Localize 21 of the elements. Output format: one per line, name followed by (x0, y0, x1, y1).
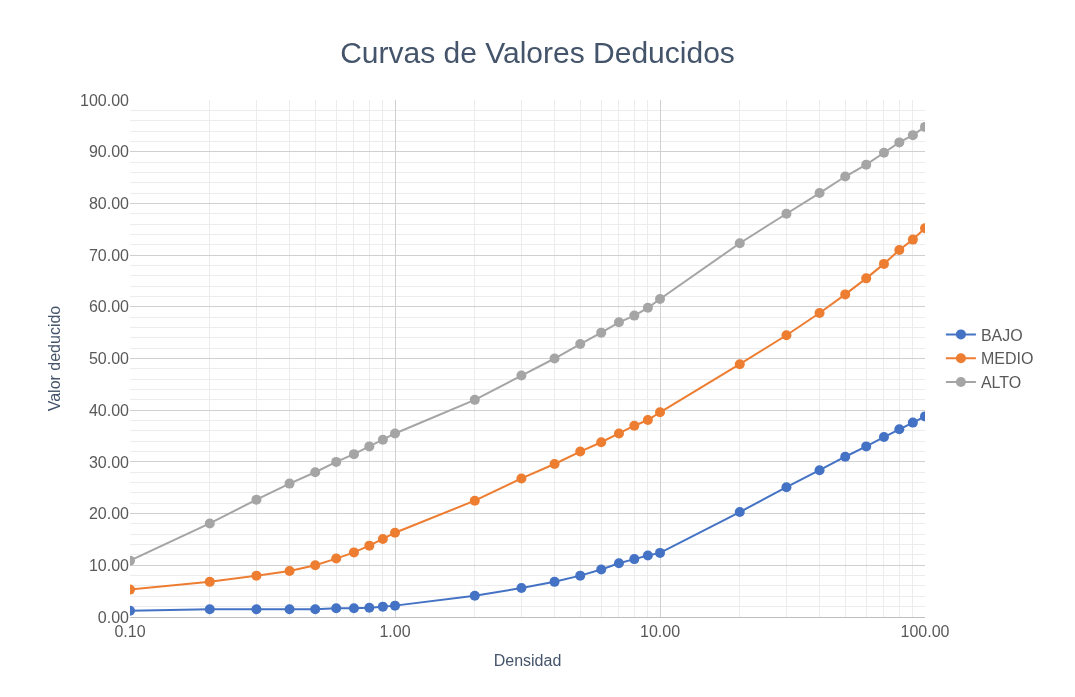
x-tick-label: 1.00 (379, 623, 411, 641)
legend-label: MEDIO (980, 350, 1034, 368)
y-tick-label: 70.00 (88, 246, 130, 264)
legend-label: BAJO (980, 326, 1023, 344)
legend-label: ALTO (980, 374, 1022, 392)
y-tick-label: 60.00 (88, 298, 130, 316)
x-axis-title: Densidad (493, 651, 562, 669)
y-tick-label: 30.00 (88, 453, 130, 471)
x-tick-label: 10.00 (639, 623, 681, 641)
y-axis-title: Valor deducido (45, 305, 63, 412)
y-tick-label: 0.00 (97, 608, 130, 626)
x-tick-label: 100.00 (900, 623, 950, 641)
y-tick-label: 50.00 (88, 350, 130, 368)
y-tick-label: 80.00 (88, 195, 130, 212)
x-tick-label: 0.10 (114, 623, 146, 641)
y-tick-label: 100.00 (80, 91, 130, 109)
chart-title: Curvas de Valores Deducidos (340, 35, 735, 69)
y-tick-label: 90.00 (88, 143, 130, 161)
y-tick-label: 40.00 (88, 401, 130, 419)
y-tick-label: 20.00 (88, 505, 130, 523)
y-tick-label: 10.00 (88, 556, 130, 574)
